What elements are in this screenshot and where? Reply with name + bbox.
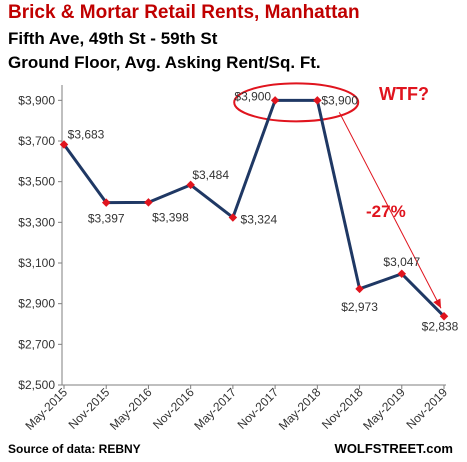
data-label: $3,398 — [152, 210, 189, 224]
data-point — [144, 198, 153, 207]
chart-subtitle-2: Ground Floor, Avg. Asking Rent/Sq. Ft. — [8, 53, 321, 72]
source-note: Source of data: REBNY — [8, 442, 141, 456]
data-label: $3,397 — [88, 212, 125, 226]
data-label: $3,683 — [68, 127, 105, 141]
x-tick-label: Nov-2015 — [66, 385, 113, 432]
data-labels: $3,683 $3,397 $3,398 $3,484 $3,324 $3,900 $3,9… — [68, 89, 459, 333]
x-tick-label: May-2017 — [191, 385, 239, 433]
data-point — [186, 180, 195, 190]
credit-note: WOLFSTREET.com — [334, 441, 453, 456]
x-tick-label: Nov-2017 — [235, 385, 282, 432]
chart-title: Brick & Mortar Retail Rents, Manhattan — [8, 2, 360, 23]
y-axis: $2,500 $2,700 $2,900 $3,100 $3,300 $3,500 $3,7… — [18, 85, 63, 392]
data-label: $3,324 — [241, 212, 278, 226]
y-tick-label: $3,500 — [18, 175, 55, 189]
x-tick-label: Nov-2018 — [319, 385, 366, 432]
data-point — [101, 198, 111, 207]
y-tick-label: $2,900 — [18, 297, 55, 311]
series-line — [59, 96, 449, 321]
data-label: $3,484 — [192, 168, 229, 182]
data-point — [397, 269, 407, 279]
decline-annotation: -27% — [366, 202, 406, 221]
data-label: $2,838 — [422, 319, 459, 333]
wtf-annotation: WTF? — [379, 84, 429, 104]
data-point — [228, 213, 238, 222]
data-point — [355, 284, 364, 294]
y-tick-label: $3,300 — [18, 215, 55, 229]
data-label: $2,973 — [341, 300, 378, 314]
data-label: $3,047 — [383, 255, 420, 269]
decline-arrow — [338, 112, 442, 309]
x-tick-label: May-2018 — [276, 385, 324, 433]
series-line-path — [62, 98, 446, 318]
data-point — [270, 96, 280, 105]
x-tick-label: May-2016 — [107, 385, 155, 433]
annotations: WTF? -27% — [233, 82, 442, 309]
x-axis: May-2015Nov-2015May-2016Nov-2016May-2017… — [22, 384, 450, 433]
y-tick-label: $2,700 — [18, 337, 55, 351]
decline-arrow-head — [433, 298, 441, 309]
data-point — [313, 96, 322, 105]
y-tick-label: $2,500 — [18, 378, 55, 392]
y-tick-label: $3,700 — [18, 134, 55, 148]
x-tick-label: Nov-2019 — [403, 385, 450, 432]
data-label: $3,900 — [321, 93, 358, 107]
x-tick-label: May-2019 — [360, 385, 408, 433]
chart-subtitle-1: Fifth Ave, 49th St - 59th St — [8, 29, 218, 48]
x-tick-label: May-2015 — [22, 385, 70, 433]
y-tick-label: $3,100 — [18, 256, 55, 270]
data-point — [59, 140, 69, 149]
data-label: $3,900 — [234, 89, 271, 103]
y-tick-label: $3,900 — [18, 93, 55, 107]
data-point — [439, 312, 449, 321]
peak-highlight-ellipse — [233, 82, 360, 123]
x-tick-label: Nov-2016 — [150, 385, 197, 432]
